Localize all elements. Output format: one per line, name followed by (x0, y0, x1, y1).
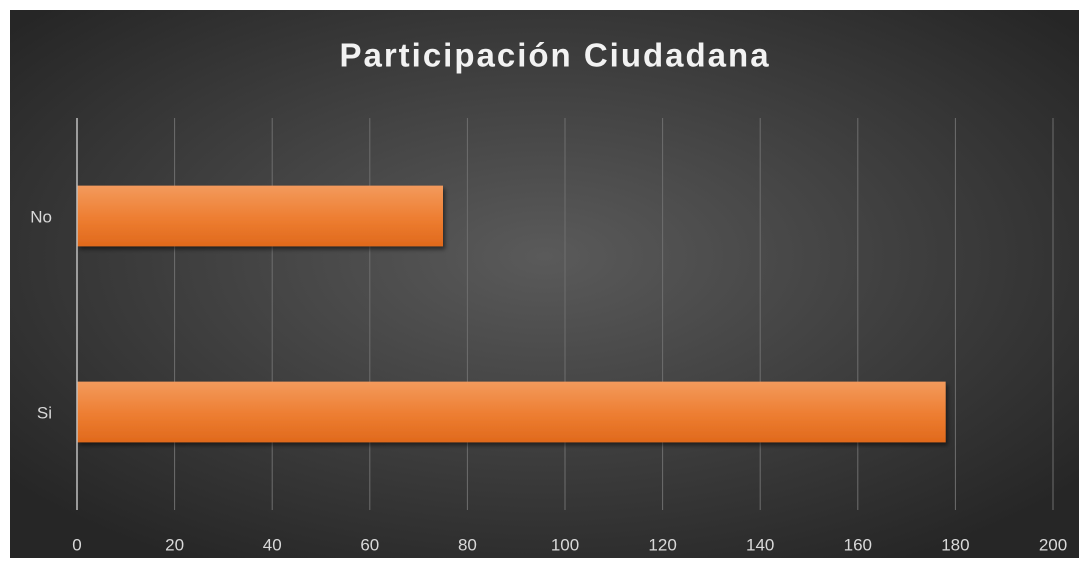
chart-background (10, 10, 1079, 558)
x-tick-label: 80 (458, 535, 477, 554)
y-tick-label: No (30, 207, 52, 226)
bar (77, 185, 443, 247)
x-tick-label: 160 (844, 535, 872, 554)
chart-title: Participación Ciudadana (339, 37, 770, 74)
x-tick-label: 140 (746, 535, 774, 554)
x-tick-label: 0 (72, 535, 81, 554)
x-tick-label: 60 (360, 535, 379, 554)
bar (77, 381, 946, 443)
x-tick-label: 20 (165, 535, 184, 554)
x-tick-label: 100 (551, 535, 579, 554)
x-tick-label: 200 (1039, 535, 1067, 554)
x-tick-label: 120 (648, 535, 676, 554)
x-tick-label: 180 (941, 535, 969, 554)
x-tick-label: 40 (263, 535, 282, 554)
y-tick-label: Si (37, 403, 52, 422)
